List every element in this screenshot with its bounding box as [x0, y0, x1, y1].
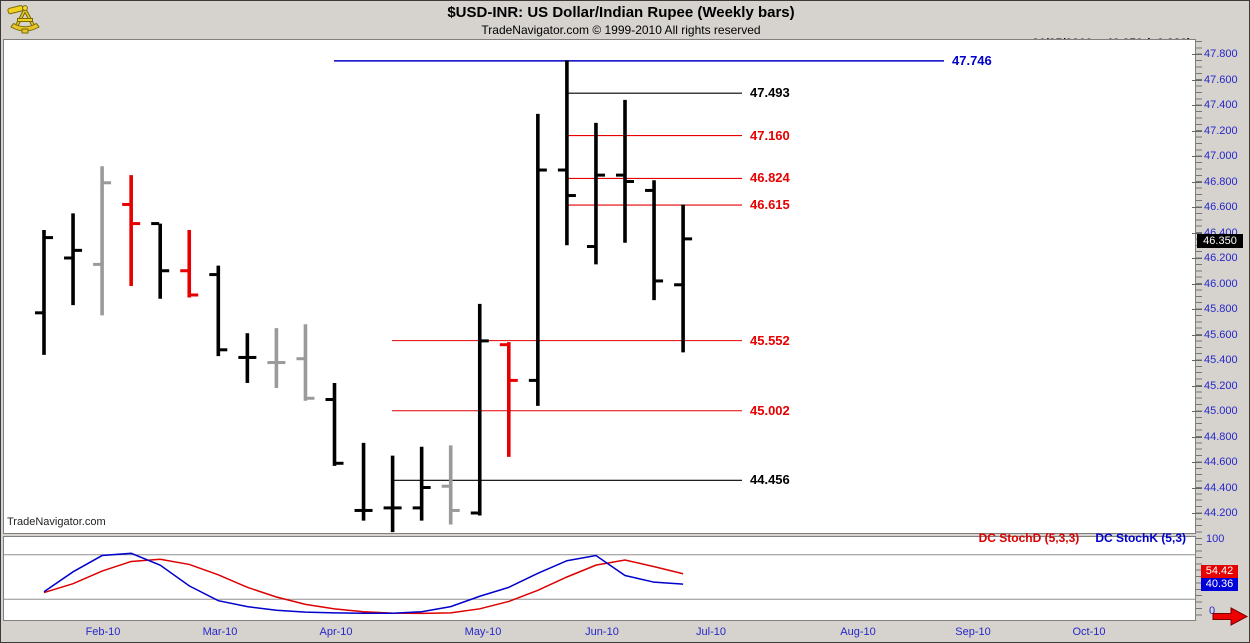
month-label: May-10 [464, 626, 502, 638]
level-label: 45.002 [750, 402, 790, 418]
price-axis-major-tick [1192, 79, 1202, 81]
price-axis-label: 46.200 [1204, 252, 1238, 264]
price-axis-major-tick [1192, 309, 1202, 310]
month-label: Feb-10 [85, 626, 121, 638]
price-axis-major-tick [1192, 130, 1202, 132]
price-axis-label: 47.200 [1204, 124, 1238, 137]
price-axis-label: 47.400 [1204, 99, 1238, 111]
indicator-legend: DC StochD (5,3,3) DC StochK (5,3) [979, 531, 1186, 545]
chart-subtitle: TradeNavigator.com © 1999-2010 All right… [481, 23, 761, 37]
price-axis-label: 45.600 [1204, 328, 1238, 341]
price-axis-label: 44.600 [1204, 456, 1238, 468]
price-axis-label: 46.600 [1204, 201, 1238, 213]
stoch-k-line [43, 552, 684, 615]
price-axis-major-tick [1192, 513, 1202, 514]
price-axis-major-tick [1192, 207, 1202, 208]
price-axis-major-tick [1192, 360, 1202, 361]
price-axis-major-tick [1192, 105, 1202, 106]
level-label: 47.493 [750, 85, 790, 101]
price-axis-label: 45.800 [1204, 303, 1238, 315]
price-axis-major-tick [1192, 258, 1202, 259]
indicator-axis-top-label: 100 [1206, 533, 1225, 545]
level-label: 45.552 [750, 332, 790, 348]
stoch-d-value-badge: 54.42 [1201, 565, 1238, 578]
watermark: TradeNavigator.com [7, 516, 106, 528]
month-label: Mar-10 [202, 626, 238, 638]
month-label: Apr-10 [319, 626, 353, 638]
price-axis-major-tick [1192, 54, 1202, 55]
price-axis-label: 46.800 [1204, 175, 1238, 188]
indicator-panel [3, 536, 1196, 621]
stoch-k-legend-label: DC StochK (5,3) [1095, 531, 1186, 545]
level-label: 44.456 [750, 472, 790, 488]
level-label: 46.615 [750, 197, 790, 213]
price-axis-major-tick [1192, 283, 1202, 285]
month-label: Oct-10 [1072, 626, 1106, 638]
price-axis-label: 45.000 [1204, 405, 1238, 417]
last-price-badge: 46.350 [1197, 234, 1243, 248]
price-axis-label: 47.600 [1204, 73, 1238, 86]
level-label: 47.746 [952, 52, 992, 68]
month-label: Sep-10 [955, 626, 991, 638]
price-axis-tick-strip [1196, 41, 1202, 619]
stoch-k-value-badge: 40.36 [1201, 578, 1238, 591]
price-axis-major-tick [1192, 181, 1202, 183]
month-label: Jul-10 [696, 626, 726, 638]
price-axis-major-tick [1192, 411, 1202, 412]
price-axis-major-tick [1192, 334, 1202, 336]
price-axis-major-tick [1192, 436, 1202, 438]
price-axis-major-tick [1192, 462, 1202, 463]
level-label: 46.824 [750, 170, 790, 186]
price-axis-label: 44.200 [1204, 507, 1238, 519]
price-axis-major-tick [1192, 385, 1202, 387]
month-label: Jun-10 [585, 626, 619, 638]
price-axis-major-tick [1192, 232, 1202, 234]
chart-title: $USD-INR: US Dollar/Indian Rupee (Weekly… [447, 4, 795, 21]
price-axis-label: 47.800 [1204, 48, 1238, 60]
price-axis-label: 44.400 [1204, 481, 1238, 494]
month-label: Aug-10 [840, 626, 876, 638]
time-axis: Feb-10 Mar-10 Apr-10 May-10 Jun-10 Jul-10 Aug-… [1, 621, 1249, 642]
trade-navigator-sextant-logo-icon [7, 5, 40, 34]
price-axis-label: 46.000 [1204, 277, 1238, 290]
level-label: 47.160 [750, 127, 790, 143]
scroll-right-arrow-icon[interactable] [1211, 605, 1249, 631]
price-axis-label: 44.800 [1204, 430, 1238, 443]
price-axis-major-tick [1192, 487, 1202, 489]
price-axis-label: 45.400 [1204, 354, 1238, 366]
price-panel [3, 39, 1196, 534]
price-axis-label: 45.200 [1204, 379, 1238, 392]
price-axis-major-tick [1192, 156, 1202, 157]
stoch-d-line [43, 558, 684, 615]
indicator-axis-bottom-label: 0 [1209, 605, 1216, 617]
stoch-d-legend-label: DC StochD (5,3,3) [978, 531, 1080, 545]
price-axis-label: 47.000 [1204, 150, 1238, 162]
